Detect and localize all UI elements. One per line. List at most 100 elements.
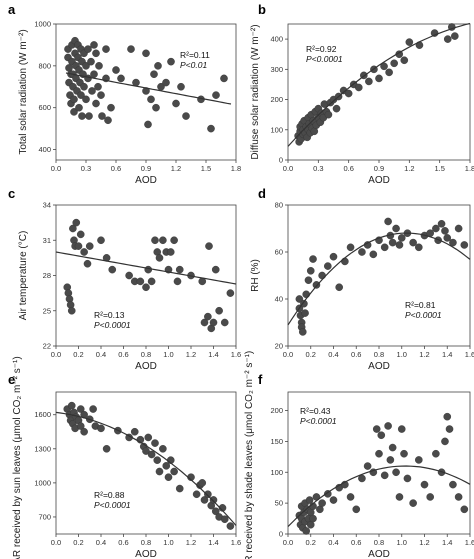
fit-line (55, 251, 237, 285)
data-point (352, 505, 361, 514)
r-squared-label: R²=0.88 (94, 490, 125, 500)
data-point (390, 59, 398, 68)
data-point (107, 103, 115, 112)
x-tick-label: 1.4 (442, 538, 452, 547)
y-tick-label: 100 (270, 125, 283, 134)
y-tick-label: 60 (275, 248, 283, 257)
data-point (75, 103, 83, 112)
data-point (82, 62, 90, 70)
fit-line (287, 232, 471, 326)
data-point (84, 74, 92, 83)
data-point (182, 112, 190, 120)
y-tick-label: 25 (43, 306, 51, 315)
data-point (220, 318, 229, 327)
data-point (420, 480, 429, 489)
x-tick-label: 0.2 (306, 350, 316, 359)
data-point (90, 41, 98, 49)
data-point (354, 83, 363, 92)
y-tick-label: 100 (270, 468, 283, 477)
x-tick-label: 0.4 (328, 538, 338, 547)
x-tick-label: 0.0 (51, 538, 61, 547)
data-point (400, 56, 409, 65)
data-point (117, 74, 125, 83)
data-point (454, 493, 463, 501)
data-point (346, 243, 355, 252)
data-point (220, 74, 228, 83)
data-point (83, 259, 92, 268)
data-point (385, 68, 393, 77)
x-tick-label: 1.6 (465, 350, 474, 359)
data-point (211, 507, 220, 516)
data-point (449, 238, 457, 247)
data-point (177, 82, 185, 91)
panel-letter: b (258, 2, 266, 17)
data-point (215, 306, 223, 315)
data-point (386, 456, 395, 464)
y-axis-title: Diffuse solar radiation (W m⁻²) (250, 24, 261, 159)
data-point (144, 120, 152, 129)
data-point (437, 219, 446, 228)
data-point (95, 62, 103, 70)
data-point (344, 89, 353, 98)
data-point (377, 431, 386, 440)
data-point (204, 490, 212, 499)
data-point (130, 427, 139, 436)
panel-letter: c (8, 186, 15, 201)
data-point (192, 490, 201, 499)
data-point (200, 496, 209, 504)
data-point (305, 496, 314, 504)
y-tick-label: 1000 (34, 478, 51, 487)
data-point (70, 95, 78, 104)
x-tick-label: 0.0 (51, 164, 61, 173)
p-value-label: P<0.0001 (94, 320, 131, 330)
data-point (441, 437, 449, 446)
data-point (82, 95, 90, 104)
x-tick-label: 0.6 (118, 350, 128, 359)
x-tick-label: 0.8 (141, 538, 151, 547)
x-tick-label: 0.0 (51, 350, 61, 359)
y-tick-label: 200 (270, 95, 283, 104)
data-point (329, 496, 338, 504)
data-point (67, 401, 76, 410)
x-tick-label: 1.2 (171, 164, 181, 173)
data-point (74, 242, 83, 250)
data-point (205, 242, 213, 250)
x-axis-title: AOD (135, 549, 157, 559)
data-point (392, 468, 400, 477)
y-tick-label: 150 (270, 437, 283, 446)
data-point (324, 262, 332, 270)
x-axis-title: AOD (368, 361, 390, 372)
data-point (318, 271, 326, 280)
data-point (155, 467, 164, 476)
data-point (346, 493, 355, 501)
y-tick-label: 28 (43, 271, 51, 280)
data-point (395, 241, 404, 249)
data-point (295, 295, 304, 303)
x-tick-label: 1.8 (231, 164, 241, 173)
y-axis-title: Total solar radiation (W m⁻²) (18, 29, 29, 154)
x-tick-label: 1.6 (231, 538, 241, 547)
y-tick-label: 1300 (34, 444, 51, 453)
x-tick-label: 1.2 (186, 538, 196, 547)
data-point (372, 425, 381, 433)
data-point (432, 224, 440, 233)
data-point (445, 425, 454, 433)
p-value-label: P<0.0001 (300, 416, 337, 426)
y-tick-label: 80 (275, 201, 283, 210)
data-point (454, 224, 463, 233)
x-tick-label: 0.9 (374, 164, 384, 173)
data-point (363, 462, 372, 470)
data-point (302, 290, 311, 299)
x-tick-label: 0.0 (283, 350, 293, 359)
x-tick-label: 1.6 (465, 538, 474, 547)
data-point (426, 493, 434, 501)
x-tick-label: 1.2 (404, 164, 414, 173)
y-tick-label: 34 (43, 201, 51, 210)
x-tick-label: 0.0 (283, 538, 293, 547)
panel-a: 0.0 0.3 0.6 0.9 1.2 1.5 1.8 400 600 800 1000 AOD Tot… (8, 2, 241, 186)
data-point (388, 238, 397, 247)
data-point (301, 309, 309, 317)
data-point (159, 236, 167, 245)
data-point (89, 405, 97, 413)
x-tick-label: 0.0 (283, 164, 293, 173)
